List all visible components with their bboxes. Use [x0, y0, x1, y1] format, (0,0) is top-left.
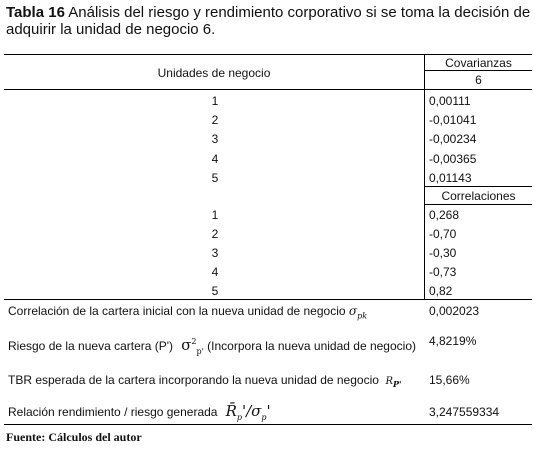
summary-correlation-value: 0,002023 [429, 304, 480, 318]
source-footer: Fuente: Cálculos del autor [6, 430, 142, 444]
summary-risk-label-pre: Riesgo de la nueva cartera (P') [8, 339, 174, 353]
caption-text: Análisis del riesgo y rendimiento corpor… [6, 4, 531, 38]
rho-symbol: σpk [348, 304, 368, 321]
corr-unit: 3 [211, 246, 219, 260]
caption-label: Tabla 16 [6, 4, 65, 21]
summary-correlation-row: Correlación de la cartera inicial con la… [8, 304, 367, 323]
cov-value: -0,01041 [429, 113, 477, 127]
correlations-header: Correlaciones [441, 189, 516, 203]
header-bottom-rule [4, 89, 532, 90]
corr-header-top-rule [425, 186, 532, 187]
summary-tbr-value: 15,66% [429, 373, 470, 387]
cov-value: -0,00365 [429, 152, 477, 166]
summary-risk-row: Riesgo de la nueva cartera (P') σ2p' (In… [8, 335, 416, 359]
corr-unit: 5 [211, 284, 219, 298]
corr-value: -0,70 [429, 227, 457, 241]
units-header: Unidades de negocio [157, 66, 271, 80]
cov-subheader: 6 [475, 73, 482, 87]
corr-value: 0,268 [429, 208, 460, 222]
corr-value: -0,73 [429, 265, 457, 279]
ratio-formula: R̄p'/σp' [220, 402, 271, 423]
summary-ratio-label: Relación rendimiento / riesgo generada [8, 405, 218, 419]
table-caption: Tabla 16 Análisis del riesgo y rendimien… [6, 4, 531, 38]
cov-value: 0,01143 [429, 171, 472, 185]
cov-unit: 1 [211, 94, 219, 108]
covariances-header: Covarianzas [445, 56, 512, 70]
sigma-squared-symbol: σ2p' [176, 336, 204, 356]
corr-header-bottom-rule [425, 204, 532, 205]
summary-tbr-label: TBR esperada de la cartera incorporando … [8, 373, 379, 387]
cov-header-rule [425, 70, 532, 71]
corr-unit: 4 [211, 265, 219, 279]
corr-bottom-rule [4, 299, 532, 300]
summary-ratio-value: 3,247559334 [429, 405, 500, 419]
corr-value: 0,82 [429, 284, 453, 298]
summary-ratio-row: Relación rendimiento / riesgo generada R… [8, 404, 271, 425]
cov-unit: 4 [211, 152, 219, 166]
cov-unit: 5 [211, 171, 219, 185]
corr-unit: 2 [211, 227, 219, 241]
summary-risk-value: 4,8219% [429, 334, 477, 348]
cov-value: -0,00234 [429, 132, 477, 146]
column-divider [424, 54, 425, 300]
corr-value: -0,30 [429, 246, 457, 260]
summary-risk-label-post: (Incorpora la nueva unidad de negocio) [207, 339, 416, 353]
return-symbol: RP' [382, 376, 402, 389]
cov-unit: 2 [211, 113, 219, 127]
cov-unit: 3 [211, 132, 219, 146]
summary-correlation-label: Correlación de la cartera inicial con la… [8, 304, 346, 318]
cov-value: 0,00111 [429, 94, 471, 108]
table-top-rule [4, 54, 532, 55]
table-bottom-rule [4, 424, 532, 425]
summary-tbr-row: TBR esperada de la cartera incorporando … [8, 373, 401, 392]
corr-unit: 1 [211, 208, 219, 222]
